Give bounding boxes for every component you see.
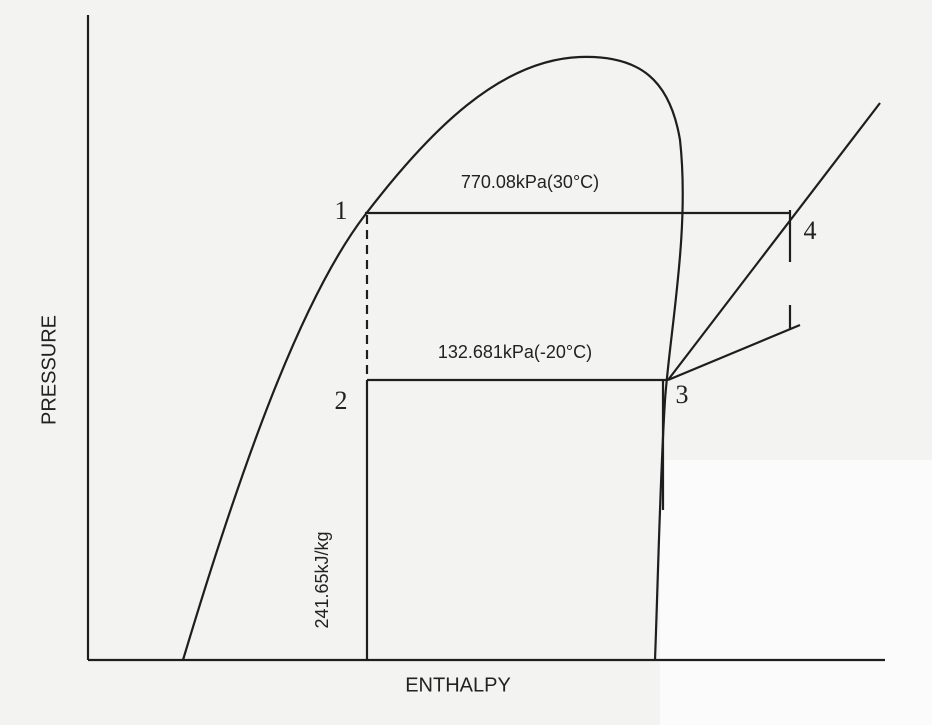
y-axis-label: PRESSURE	[38, 315, 60, 425]
saturation-dome	[181, 55, 684, 661]
point-label: 1	[335, 196, 348, 225]
compression-line	[667, 102, 881, 381]
enthalpy-label: 241.65kJ/kg	[312, 531, 332, 628]
low-pressure-label: 132.681kPa(-20°C)	[438, 342, 592, 362]
isentrope-line	[667, 323, 801, 382]
point-label: 4	[804, 216, 817, 245]
point-label: 2	[335, 386, 348, 415]
high-pressure-label: 770.08kPa(30°C)	[461, 172, 599, 192]
x-axis-label: ENTHALPY	[405, 674, 511, 696]
paper-patch	[660, 460, 932, 725]
point-label: 3	[676, 380, 689, 409]
